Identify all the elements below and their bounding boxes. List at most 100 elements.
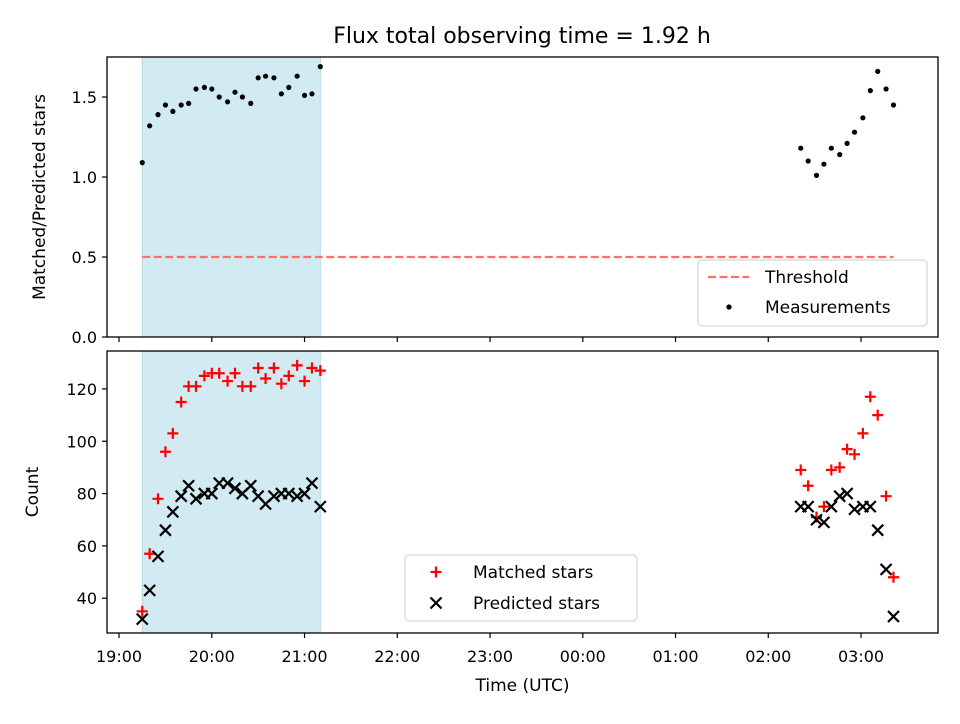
data-point bbox=[155, 112, 161, 118]
data-point bbox=[178, 102, 184, 108]
predicted-star-point bbox=[298, 487, 311, 500]
predicted-star-point bbox=[840, 487, 854, 500]
data-point bbox=[170, 108, 176, 114]
x-tick-label: 00:00 bbox=[560, 647, 606, 666]
matched-star-point bbox=[849, 448, 861, 460]
data-point bbox=[278, 91, 284, 97]
data-point bbox=[317, 64, 323, 70]
data-point bbox=[309, 91, 315, 97]
matched-star-point bbox=[167, 427, 179, 439]
x-tick-label: 02:00 bbox=[745, 647, 791, 666]
axes-frame bbox=[106, 56, 939, 338]
data-point bbox=[883, 86, 889, 92]
data-point bbox=[216, 94, 222, 100]
matched-star-point bbox=[260, 372, 272, 384]
x-tick-label: 01:00 bbox=[652, 647, 698, 666]
predicted-star-point bbox=[189, 492, 203, 506]
matched-star-point bbox=[283, 370, 295, 382]
predicted-star-point bbox=[879, 563, 893, 576]
x-axis-label: Time (UTC) bbox=[475, 676, 570, 696]
predicted-star-point bbox=[205, 487, 219, 500]
predicted-star-point bbox=[228, 482, 242, 495]
legend-predicted-label: Predicted stars bbox=[473, 594, 600, 614]
data-point bbox=[805, 158, 811, 164]
matched-star-point bbox=[880, 490, 892, 502]
legend-box bbox=[697, 259, 928, 327]
predicted-star-point bbox=[810, 513, 823, 527]
matched-star-point bbox=[252, 362, 264, 374]
legend-box bbox=[404, 554, 638, 622]
predicted-star-point bbox=[290, 489, 304, 503]
y-tick-label: 1.0 bbox=[72, 168, 97, 187]
data-point bbox=[844, 140, 850, 146]
predicted-star-point bbox=[825, 500, 838, 513]
data-point bbox=[813, 172, 820, 178]
figure-title: Flux total observing time = 1.92 h bbox=[333, 24, 711, 49]
x-tick-label: 03:00 bbox=[838, 647, 884, 666]
matched-star-point bbox=[245, 380, 257, 392]
legend-predicted-swatch bbox=[429, 596, 443, 610]
predicted-star-point bbox=[182, 479, 195, 492]
data-point bbox=[186, 100, 192, 106]
y-tick-label: 120 bbox=[66, 380, 97, 399]
y-tick-label: 40 bbox=[77, 589, 97, 608]
data-point bbox=[301, 92, 308, 98]
matched-star-point bbox=[268, 362, 280, 374]
x-tick-label: 23:00 bbox=[467, 647, 513, 666]
predicted-star-point bbox=[871, 523, 884, 537]
data-point bbox=[162, 102, 169, 108]
predicted-star-point bbox=[314, 500, 327, 513]
predicted-star-point bbox=[801, 500, 815, 513]
predicted-star-point bbox=[848, 502, 861, 516]
legend: Matched stars Predicted stars bbox=[404, 554, 638, 622]
y-tick-label: 1.5 bbox=[72, 88, 97, 107]
matched-star-point bbox=[834, 461, 846, 473]
x-tick-label: 22:00 bbox=[374, 647, 420, 666]
count-panel: 40 60 80 100 120 19:00 20:00 21:00 22:00 23:00 00:… bbox=[23, 350, 939, 696]
matched-star-point bbox=[222, 375, 234, 387]
y-axis-label: Count bbox=[23, 466, 43, 517]
predicted-star-point bbox=[221, 476, 234, 490]
data-point bbox=[271, 75, 277, 81]
predicted-star-point bbox=[833, 489, 846, 503]
matched-star-point bbox=[306, 362, 318, 374]
matched-star-point bbox=[314, 365, 326, 377]
axes-frame bbox=[106, 350, 939, 634]
matched-star-point bbox=[213, 367, 225, 379]
data-point bbox=[193, 86, 199, 92]
y-axis-label: Matched/Predicted stars bbox=[30, 94, 50, 300]
matched-star-point bbox=[857, 427, 869, 439]
y-tick-label: 80 bbox=[77, 485, 97, 504]
data-point bbox=[821, 161, 827, 167]
x-tick-label: 21:00 bbox=[281, 647, 327, 666]
data-point bbox=[860, 115, 866, 121]
data-point bbox=[890, 102, 897, 108]
matched-star-point bbox=[229, 367, 241, 379]
predicted-star-point bbox=[166, 505, 180, 519]
matched-star-point bbox=[841, 443, 853, 455]
x-tick-label: 20:00 bbox=[189, 647, 235, 666]
y-tick-label: 100 bbox=[66, 432, 97, 451]
data-point bbox=[139, 160, 145, 166]
data-point bbox=[147, 123, 153, 129]
predicted-star-point bbox=[159, 523, 172, 537]
legend-measurements-label: Measurements bbox=[765, 298, 891, 318]
predicted-star-point bbox=[244, 479, 258, 492]
predicted-star-point bbox=[817, 516, 831, 529]
data-point bbox=[875, 68, 881, 74]
legend: Threshold Measurements bbox=[697, 259, 928, 327]
y-tick-label: 60 bbox=[77, 537, 97, 556]
data-point bbox=[828, 145, 834, 151]
matched-star-point bbox=[159, 446, 171, 458]
y-tick-label: 0.5 bbox=[72, 248, 97, 267]
matched-star-point bbox=[864, 391, 876, 403]
data-point bbox=[209, 86, 215, 92]
data-point bbox=[232, 89, 238, 95]
data-point bbox=[239, 94, 246, 100]
matched-star-point bbox=[198, 370, 210, 382]
data-point bbox=[224, 99, 231, 105]
data-point bbox=[294, 73, 300, 79]
ratio-panel: 0.0 0.5 1.0 1.5 Matched/Predicted stars Thres… bbox=[30, 56, 939, 347]
data-point bbox=[201, 84, 207, 90]
